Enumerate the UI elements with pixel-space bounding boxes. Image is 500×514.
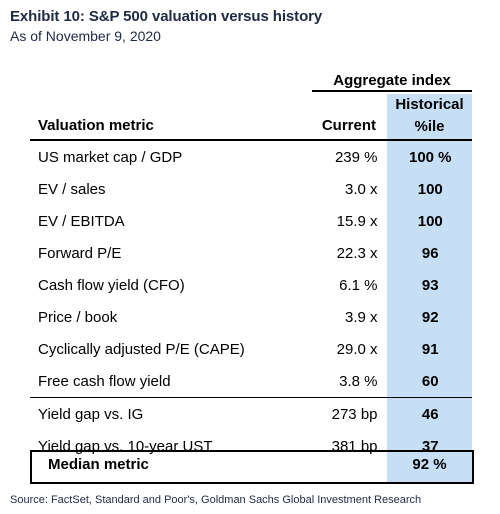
metric-cell: Price / book: [38, 308, 118, 326]
historical-header-line1: Historical: [395, 96, 464, 113]
percentile-cell: 100: [417, 212, 443, 230]
source-note: Source: FactSet, Standard and Poor's, Go…: [10, 494, 422, 506]
percentile-cell: 93: [421, 276, 439, 294]
metric-cell: Yield gap vs. IG: [30, 397, 301, 430]
table-row: EV / sales 3.0 x 100: [30, 173, 472, 205]
current-cell: 22.3 x: [336, 244, 378, 262]
median-metric-percentile: 92 %: [412, 456, 447, 473]
table-row: US market cap / GDP 239 % 100 %: [30, 141, 472, 173]
metric-cell: Free cash flow yield: [38, 372, 171, 390]
exhibit-title: Exhibit 10: S&P 500 valuation versus his…: [10, 8, 323, 25]
current-cell: 3.8 %: [339, 372, 378, 390]
metric-cell: US market cap / GDP: [38, 148, 183, 166]
percentile-cell: 100: [417, 180, 443, 198]
current-cell: 273 bp: [300, 397, 389, 430]
header-rule: [30, 139, 472, 141]
median-metric-label: Median metric: [48, 456, 149, 473]
current-cell: 3.0 x: [344, 180, 378, 198]
table-row: Cash flow yield (CFO) 6.1 % 93: [30, 269, 472, 301]
current-cell: 29.0 x: [336, 340, 378, 358]
exhibit-subtitle: As of November 9, 2020: [10, 28, 161, 44]
table-row: Cyclically adjusted P/E (CAPE) 29.0 x 91: [30, 333, 472, 365]
historical-header-line2: %ile: [414, 118, 445, 135]
current-cell: 6.1 %: [339, 276, 378, 294]
current-cell: 15.9 x: [336, 212, 378, 230]
percentile-cell: 46: [388, 397, 472, 430]
median-metric-box: [30, 450, 474, 484]
percentile-cell: 96: [421, 244, 439, 262]
valuation-table: US market cap / GDP 239 % 100 % EV / sal…: [30, 141, 472, 462]
metric-cell: Cyclically adjusted P/E (CAPE): [38, 340, 245, 358]
aggregate-index-rule: [312, 90, 472, 92]
percentile-cell: 60: [421, 372, 439, 390]
metric-cell: Cash flow yield (CFO): [38, 276, 185, 294]
current-header: Current: [321, 117, 376, 134]
metric-cell: EV / EBITDA: [38, 212, 125, 230]
table-row: Price / book 3.9 x 92: [30, 301, 472, 333]
metric-cell: Forward P/E: [38, 244, 122, 262]
aggregate-index-header: Aggregate index: [333, 72, 451, 89]
table-row: EV / EBITDA 15.9 x 100: [30, 205, 472, 237]
table-row: Free cash flow yield 3.8 % 60: [30, 365, 472, 398]
percentile-cell: 92: [421, 308, 439, 326]
table-row: Yield gap vs. IG 273 bp 46: [30, 397, 472, 430]
current-cell: 239 %: [334, 148, 378, 166]
historical-percentile-header: Historical %ile: [387, 94, 472, 138]
percentile-cell: 91: [421, 340, 439, 358]
valuation-metric-header: Valuation metric: [38, 117, 154, 134]
table-row: Forward P/E 22.3 x 96: [30, 237, 472, 269]
current-cell: 3.9 x: [344, 308, 378, 326]
percentile-cell: 100 %: [408, 148, 452, 166]
metric-cell: EV / sales: [38, 180, 106, 198]
